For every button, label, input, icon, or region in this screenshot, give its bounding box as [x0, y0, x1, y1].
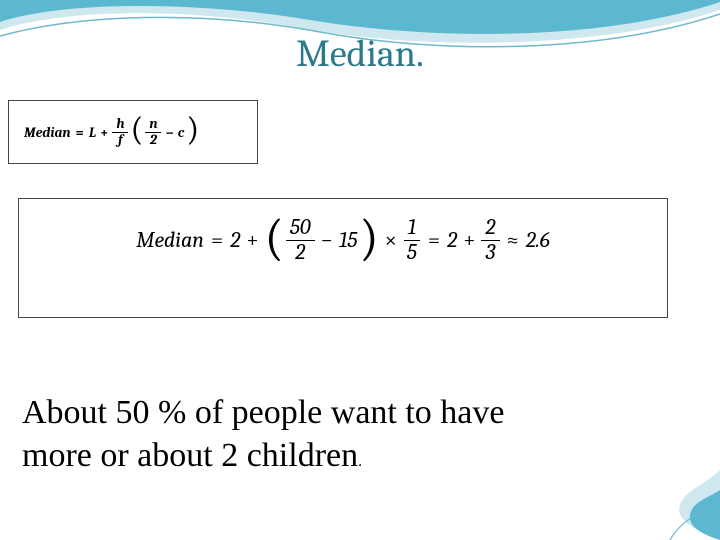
- formula-label: Median: [136, 227, 204, 253]
- one-over-five: 1 5: [403, 216, 421, 263]
- median-general-formula: Median = L + h f ( n 2 − c ): [8, 100, 258, 164]
- period: .: [358, 453, 362, 470]
- corner-swirl-decoration: [630, 450, 720, 540]
- h-over-f: h f: [112, 117, 128, 147]
- fifty-over-two: 50 2: [286, 216, 315, 263]
- two-over-three: 2 3: [481, 216, 499, 263]
- median-example-calculation: Median = 2 + ( 50 2 − 15 ) × 1 5 = 2 + 2…: [18, 198, 668, 318]
- n-over-2: n 2: [145, 117, 161, 147]
- conclusion-line1: About 50 % of people want to have: [22, 394, 505, 431]
- slide-title: Median.: [0, 32, 720, 76]
- formula-label: Median: [24, 124, 71, 141]
- conclusion-text: About 50 % of people want to have more o…: [22, 392, 682, 477]
- conclusion-line2: more or about 2 children: [22, 437, 358, 474]
